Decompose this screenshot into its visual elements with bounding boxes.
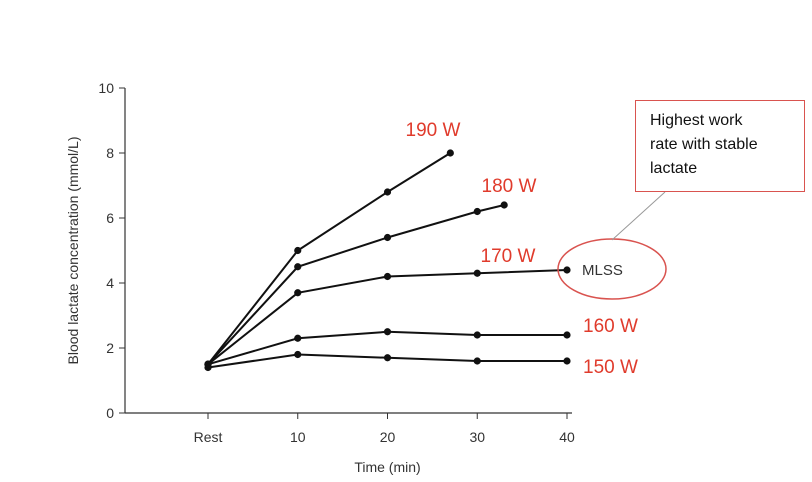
series-line [207,152,451,365]
series-label: 170 W [481,246,536,267]
data-point [473,331,481,339]
x-axis-title: Time (min) [354,459,420,475]
mlss-ellipse [557,238,667,300]
callout-connector [611,191,666,241]
data-point [446,149,454,157]
data-point [383,354,392,362]
data-point [473,207,481,216]
series-label: 190 W [406,120,461,141]
data-point [473,357,481,365]
callout-line: Highest work [650,112,743,129]
series-label: 150 W [583,357,638,378]
data-point [294,289,302,297]
x-tick-label: 40 [559,429,575,445]
x-tick-label: Rest [194,429,223,445]
data-point [204,363,212,372]
y-tick-label: 8 [106,145,114,161]
series-points [204,149,571,372]
callout-line: rate with stable [650,136,758,153]
series-line [207,204,505,365]
data-point [383,233,392,242]
data-point [563,266,571,274]
y-axis-title: Blood lactate concentration (mmol/L) [65,137,81,365]
mlss-label: MLSS [582,262,623,279]
data-point [563,331,571,339]
x-tick-label: 20 [380,429,396,445]
series-label: 180 W [482,176,537,197]
x-tick-label: 30 [469,429,485,445]
series-line [207,269,568,366]
data-point [500,201,508,209]
data-point [294,263,302,271]
annotations: MLSS [557,191,667,300]
series-label: 160 W [583,316,638,337]
data-point [294,334,302,342]
data-point [563,357,571,365]
y-tick-label: 4 [106,275,114,291]
data-point [383,188,392,196]
callout-box: Highest work rate with stable lactate [635,100,805,192]
axes: 0 2 4 6 8 10 Rest 10 20 30 40 Time (min) Blood lacta… [65,80,575,475]
series-labels: 190 W 180 W 170 W 160 W 150 W [406,120,638,378]
callout-line: lactate [650,160,698,177]
data-point [294,246,302,255]
data-point [383,272,392,281]
x-tick-label: 10 [290,429,306,445]
data-point [294,350,302,359]
y-tick-label: 10 [98,80,114,96]
y-tick-label: 0 [106,405,114,421]
data-point [383,328,392,336]
y-tick-label: 2 [106,340,114,356]
data-point [473,269,481,277]
y-tick-label: 6 [106,210,114,226]
